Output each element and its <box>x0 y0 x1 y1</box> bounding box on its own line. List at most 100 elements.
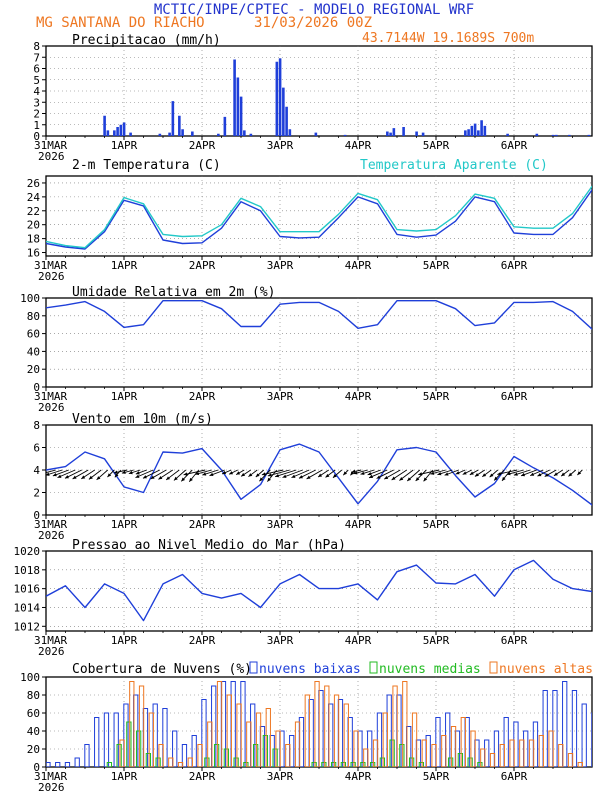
precip-bar <box>343 134 347 136</box>
cloud-bar-nuvens-altas <box>363 748 369 767</box>
wind-arrow-head <box>318 473 323 477</box>
wind-arrow-head <box>521 472 526 477</box>
wind-arrow-head <box>497 471 502 476</box>
x-tick-label: 31MAR <box>34 139 67 152</box>
precip-bar <box>129 132 132 136</box>
cloud-bar-nuvens-medias <box>233 757 239 767</box>
wind-arrow-head <box>437 471 442 476</box>
cloud-bar-nuvens-altas <box>177 762 184 767</box>
x-tick-label: 2APR <box>189 770 216 783</box>
wind-arrow-head <box>530 472 535 476</box>
cloud-bar-nuvens-medias <box>155 757 161 767</box>
wind-arrow-head <box>183 472 188 476</box>
series-line-temperatura-aparente-c- <box>46 185 592 249</box>
wind-arrow-head <box>489 473 494 478</box>
cloud-bar-nuvens-baixas <box>55 762 61 767</box>
cloud-bar-nuvens-baixas <box>542 690 548 767</box>
cloud-bar-nuvens-altas <box>353 730 359 767</box>
wind-arrow-head <box>64 475 69 479</box>
wind-arrow-head <box>275 473 280 478</box>
wind-arrow-head <box>267 473 272 477</box>
y-tick-label: 7 <box>33 51 40 64</box>
wind-arrow-head <box>423 477 428 482</box>
x-tick-label: 1APR <box>111 770 138 783</box>
x-tick-label: 3APR <box>267 518 294 531</box>
cloud-bar-nuvens-altas <box>577 762 583 767</box>
precip-bar <box>483 125 487 136</box>
cloud-bar-nuvens-baixas <box>64 762 71 767</box>
cloud-bar-nuvens-altas <box>450 726 457 767</box>
x-tick-label: 4APR <box>345 518 372 531</box>
x-tick-label: 6APR <box>501 259 528 272</box>
wind-arrow-head <box>173 476 178 481</box>
cloud-bar-nuvens-medias <box>106 762 113 767</box>
panel-plot-area <box>103 58 591 136</box>
y-tick-label: 4 <box>33 464 40 477</box>
precip-bar <box>464 130 467 136</box>
x-year-label: 2026 <box>38 781 65 792</box>
panel-plot-area <box>46 443 592 506</box>
wind-arrow-head <box>494 476 498 481</box>
cloud-bar-nuvens-altas <box>480 748 486 767</box>
y-tick-label: 16 <box>27 247 40 260</box>
location-label: MG SANTANA DO RIACHO <box>36 15 205 31</box>
precip-bar <box>171 101 175 136</box>
cloud-bar-nuvens-baixas <box>503 717 509 767</box>
precip-bar <box>470 125 474 136</box>
x-tick-label: 1APR <box>111 139 138 152</box>
wind-arrow-head <box>248 473 253 477</box>
cloud-bar-nuvens-baixas <box>493 730 500 767</box>
cloud-bar-nuvens-baixas <box>562 681 568 767</box>
wind-arrow-head <box>189 477 193 482</box>
wind-arrow-head <box>367 471 372 476</box>
x-tick-label: 4APR <box>345 259 372 272</box>
wind-arrow-head <box>482 473 487 477</box>
wind-arrow-head <box>351 469 356 474</box>
cloud-bar-nuvens-altas <box>372 739 379 767</box>
panel-frame <box>45 175 593 257</box>
wind-arrow-head <box>88 475 93 480</box>
panel-title: 2-m Temperatura (C) <box>72 158 221 173</box>
wind-arrow-head <box>391 476 396 480</box>
cloud-bar-nuvens-altas <box>275 730 281 767</box>
y-tick-label: 1020 <box>14 545 41 558</box>
cloud-bar-nuvens-altas <box>158 744 164 767</box>
cloud-bar-nuvens-altas <box>548 730 554 767</box>
wind-arrow-head <box>259 477 264 482</box>
y-tick-label: 5 <box>33 74 40 87</box>
cloud-bar-nuvens-baixas <box>191 735 197 767</box>
wind-arrow-head <box>291 474 296 478</box>
cloud-bar-nuvens-altas <box>519 739 525 767</box>
precip-bar <box>181 129 184 136</box>
wind-arrow <box>261 469 284 476</box>
x-year-label: 2026 <box>38 150 65 163</box>
wind-arrow-head <box>261 472 266 476</box>
wind-arrow-head <box>306 475 311 479</box>
wind-arrow-head <box>81 475 86 479</box>
y-tick-label: 1014 <box>14 601 41 614</box>
x-tick-label: 2APR <box>189 390 216 403</box>
x-tick-label: 4APR <box>345 770 372 783</box>
cloud-bar-nuvens-altas <box>558 744 564 767</box>
precip-bar <box>477 130 480 136</box>
wind-arrow-head <box>544 473 549 477</box>
cloud-bar-nuvens-medias <box>213 744 220 767</box>
cloud-bar-nuvens-altas <box>129 681 135 767</box>
cloud-bar-nuvens-altas <box>265 708 271 767</box>
wind-arrow-head <box>229 471 234 475</box>
panel-plot-area <box>46 681 592 767</box>
x-tick-label: 5APR <box>423 259 450 272</box>
wind-arrow-head <box>195 471 200 476</box>
panel-title: Vento em 10m (m/s) <box>72 412 213 427</box>
cloud-bar-nuvens-medias <box>116 744 122 767</box>
x-tick-label: 2APR <box>189 139 216 152</box>
cloud-bar-nuvens-medias <box>379 757 386 767</box>
wind-arrow-head <box>325 473 330 478</box>
cloud-bar-nuvens-altas <box>294 721 301 767</box>
x-tick-label: 31MAR <box>34 518 67 531</box>
panel-title: Cobertura de Nuvens (%) <box>72 662 252 677</box>
x-tick-label: 4APR <box>345 390 372 403</box>
y-tick-label: 22 <box>27 205 40 218</box>
wind-arrow-head <box>202 472 207 476</box>
y-tick-label: 0 <box>33 761 40 774</box>
